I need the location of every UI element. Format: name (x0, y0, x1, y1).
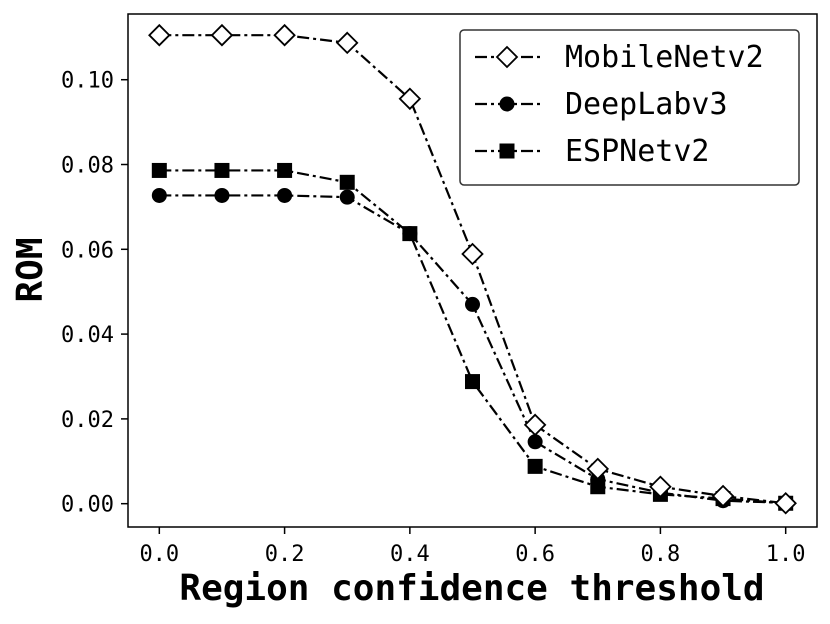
legend-label: DeepLabv3 (565, 87, 728, 122)
data-point (527, 458, 543, 474)
data-point (527, 434, 543, 450)
y-tick-label: 0.08 (61, 154, 114, 179)
legend-label: MobileNetv2 (565, 40, 764, 75)
legend-label: ESPNetv2 (565, 134, 710, 169)
x-tick-label: 1.0 (766, 542, 806, 567)
data-point (465, 296, 480, 312)
legend-box (459, 29, 800, 186)
x-tick-label: 0.8 (641, 542, 681, 567)
data-point (335, 31, 359, 55)
x-axis: 0.0 0.2 0.4 0.6 0.8 1.0 (139, 527, 806, 567)
legend-entry: MobileNetv2 (475, 40, 764, 75)
data-point (214, 187, 230, 203)
data-point (339, 189, 355, 205)
legend-marker (495, 45, 519, 69)
y-tick-label: 0.00 (61, 493, 114, 518)
data-point (273, 23, 296, 47)
data-point (210, 23, 234, 47)
data-point (523, 413, 547, 437)
data-point (774, 491, 797, 515)
data-point (214, 162, 230, 178)
data-point (277, 162, 293, 178)
y-axis: 0.00 0.02 0.04 0.06 0.08 0.10 (61, 69, 128, 518)
data-point (461, 242, 484, 266)
y-tick-label: 0.06 (61, 238, 114, 263)
legend-marker (499, 143, 515, 159)
x-tick-label: 0.2 (265, 542, 305, 567)
data-point (465, 374, 480, 390)
legend-marker (499, 96, 515, 112)
data-point (151, 187, 167, 203)
data-point (148, 23, 171, 47)
y-axis-title: ROM (10, 237, 51, 302)
y-tick-label: 0.02 (61, 408, 114, 433)
y-tick-label: 0.10 (61, 69, 114, 94)
legend-entry: ESPNetv2 (475, 134, 710, 169)
data-point (649, 475, 672, 498)
data-point (151, 162, 167, 178)
x-tick-label: 0.6 (515, 542, 555, 567)
x-tick-label: 0.4 (390, 542, 430, 567)
x-tick-label: 0.0 (139, 542, 179, 567)
data-point (339, 174, 355, 190)
data-point (586, 457, 610, 481)
data-point (711, 484, 735, 508)
series-mobilenetv2 (148, 23, 797, 515)
x-axis-title: Region confidence threshold (179, 568, 764, 609)
legend: MobileNetv2 DeepLabv3 ESPNetv2 (459, 29, 800, 186)
data-point (277, 187, 293, 203)
data-point (402, 226, 418, 242)
series-layer (148, 23, 797, 515)
y-tick-label: 0.04 (61, 323, 114, 348)
data-point (398, 87, 422, 111)
legend-entry: DeepLabv3 (475, 87, 728, 122)
